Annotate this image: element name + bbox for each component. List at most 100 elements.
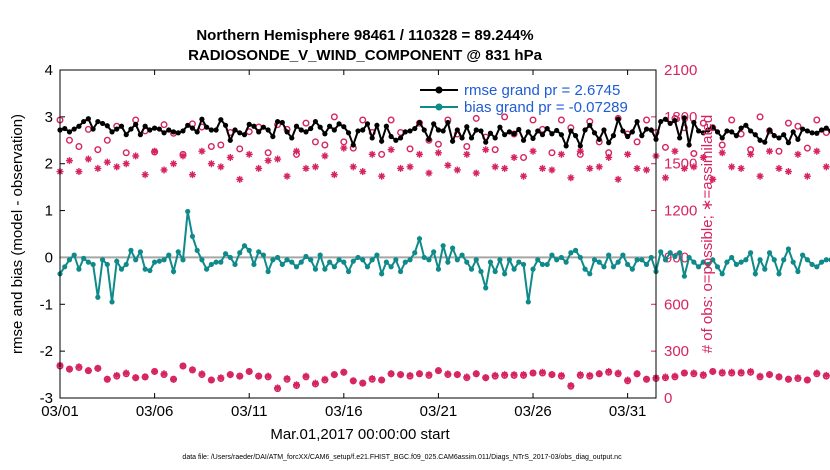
assimilated-obs-marker (803, 376, 811, 384)
rmse-point (459, 135, 465, 141)
x-tick-label: 03/01 (41, 403, 79, 420)
rmse-point (246, 121, 252, 127)
assimilated-obs-marker (397, 164, 405, 172)
rmse-point (71, 126, 77, 132)
assimilated-obs-marker (624, 376, 632, 384)
rmse-point (431, 121, 437, 127)
assimilated-obs-marker (482, 374, 490, 382)
bias-point (502, 271, 508, 277)
possible-obs-marker (330, 113, 338, 121)
bias-point (260, 252, 266, 258)
bias-point (752, 271, 758, 277)
rmse-point (520, 137, 527, 143)
assimilated-obs-marker (567, 174, 575, 182)
assimilated-obs-marker (624, 150, 632, 158)
rmse-point (554, 127, 560, 134)
bias-point (681, 273, 687, 279)
rmse-point (497, 124, 503, 130)
bias-point (426, 257, 432, 263)
bias-point (416, 236, 423, 242)
possible-obs-marker (548, 149, 556, 157)
bias-point (175, 249, 181, 255)
assimilated-obs-marker (472, 169, 480, 177)
rmse-point (265, 127, 271, 133)
bias-point (719, 271, 725, 277)
rmse-point (204, 124, 210, 130)
assimilated-obs-marker (321, 375, 329, 383)
possible-obs-marker (775, 147, 783, 155)
x-tick-label: 03/06 (136, 403, 174, 420)
bias-point (393, 257, 399, 263)
assimilated-obs-marker (84, 155, 92, 163)
rmse-point (397, 135, 404, 141)
bias-point (733, 261, 740, 268)
possible-obs-marker (699, 119, 707, 127)
y-tick-label: 2 (45, 156, 53, 173)
bias-point (388, 264, 394, 270)
assimilated-obs-marker (822, 371, 830, 379)
chart-title: Northern Hemisphere 98461 / 110328 = 89.… (196, 27, 533, 44)
rmse-point (473, 127, 479, 133)
assimilated-obs-marker (406, 163, 414, 171)
assimilated-obs-marker (453, 371, 461, 379)
rmse-point (450, 138, 456, 144)
bias-point (152, 259, 158, 265)
rmse-point (81, 118, 87, 125)
assimilated-obs-marker (482, 146, 490, 154)
x-axis-label: Mar.01,2017 00:00:00 start (270, 426, 450, 443)
bias-point (170, 268, 177, 275)
bias-point (95, 294, 101, 300)
rmse-series-line (59, 116, 830, 149)
bias-point (246, 247, 252, 253)
bias-point (516, 259, 522, 265)
bias-point (823, 257, 829, 263)
bias-point (256, 249, 262, 255)
bias-point (766, 250, 773, 256)
bias-point (331, 264, 337, 270)
assimilated-obs-marker (728, 368, 736, 376)
rmse-point (374, 122, 380, 128)
assimilated-obs-marker (434, 367, 442, 375)
assimilated-obs-marker (463, 373, 471, 381)
rmse-point (251, 123, 257, 129)
assimilated-obs-marker (311, 379, 319, 387)
rmse-point (558, 132, 564, 138)
bias-point (161, 257, 167, 263)
rmse-point (719, 135, 725, 141)
possible-obs-marker (321, 141, 329, 149)
bias-point (771, 257, 777, 263)
bias-point (218, 259, 224, 265)
assimilated-obs-marker (151, 367, 159, 375)
rmse-point (421, 127, 427, 133)
bias-point (322, 266, 328, 272)
bias-point (478, 268, 484, 275)
bias-point (643, 261, 650, 268)
bias-point (374, 252, 380, 258)
rmse-point (76, 123, 82, 129)
bias-point (601, 264, 607, 270)
rmse-point (175, 130, 181, 136)
rmse-point (506, 129, 512, 135)
bias-point (279, 261, 285, 268)
assimilated-obs-marker (283, 374, 291, 382)
assimilated-obs-marker (349, 377, 357, 385)
rmse-point (222, 122, 229, 128)
assimilated-obs-marker (747, 150, 755, 158)
assimilated-obs-marker (198, 370, 206, 378)
assimilated-obs-marker (567, 382, 575, 390)
assimilated-obs-marker (718, 149, 726, 157)
rmse-point (762, 139, 768, 145)
assimilated-obs-marker (188, 171, 196, 179)
assimilated-obs-marker (813, 147, 821, 155)
y-tick-label: 0 (45, 249, 53, 266)
assimilated-obs-marker (690, 369, 698, 377)
possible-obs-marker (463, 143, 471, 151)
bias-point (454, 257, 460, 263)
bias-point (625, 261, 631, 268)
bias-point (591, 257, 598, 263)
rmse-point (142, 123, 148, 129)
bias-point (345, 268, 352, 275)
bias-point (222, 251, 229, 257)
possible-obs-marker (529, 116, 537, 124)
assimilated-obs-marker (293, 381, 301, 389)
